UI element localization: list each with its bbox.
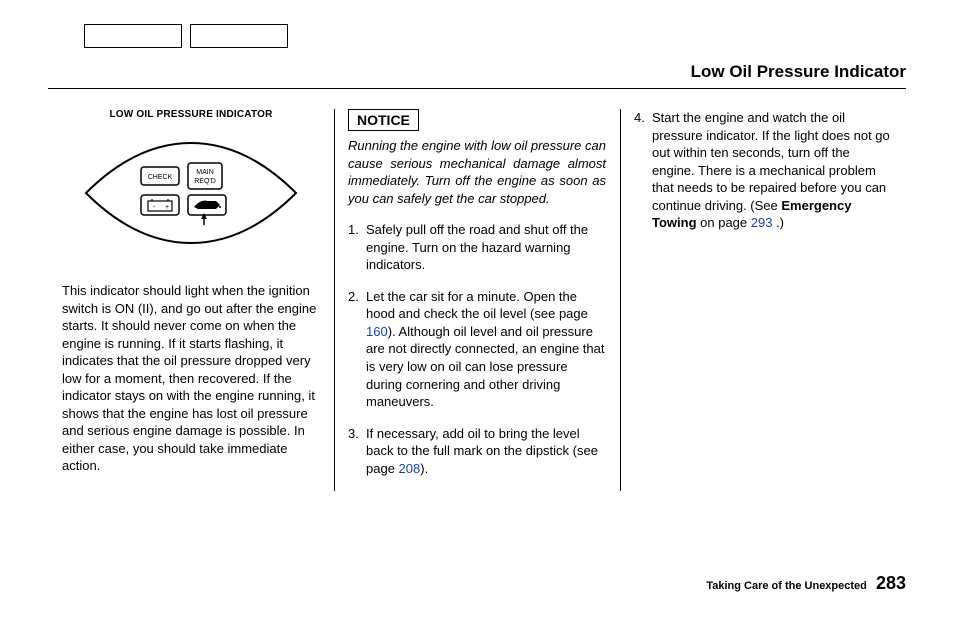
- dashboard-illustration: CHECK MAIN REQ'D - +: [62, 128, 320, 258]
- col1-body-text: This indicator should light when the ign…: [62, 282, 320, 475]
- column-1: LOW OIL PRESSURE INDICATOR CHECK MAIN RE…: [48, 109, 334, 491]
- step-1: Safely pull off the road and shut off th…: [348, 221, 606, 274]
- page-link-208[interactable]: 208: [399, 461, 421, 476]
- page-title: Low Oil Pressure Indicator: [48, 62, 906, 82]
- column-2: NOTICE Running the engine with low oil p…: [334, 109, 620, 491]
- check-label: CHECK: [148, 174, 173, 181]
- step-1-text: Safely pull off the road and shut off th…: [366, 222, 588, 272]
- footer-section: Taking Care of the Unexpected: [706, 580, 867, 592]
- column-3: Start the engine and watch the oil press…: [620, 109, 906, 491]
- svg-text:-: -: [153, 204, 156, 211]
- nav-box-1[interactable]: [84, 24, 182, 48]
- title-divider: [48, 88, 906, 89]
- nav-box-2[interactable]: [190, 24, 288, 48]
- top-nav-boxes: [84, 24, 906, 48]
- step-2: Let the car sit for a minute. Open the h…: [348, 288, 606, 411]
- step-2-text-a: Let the car sit for a minute. Open the h…: [366, 289, 588, 322]
- page-link-293[interactable]: 293: [751, 215, 773, 230]
- indicator-label: LOW OIL PRESSURE INDICATOR: [62, 109, 320, 120]
- content-columns: LOW OIL PRESSURE INDICATOR CHECK MAIN RE…: [48, 109, 906, 491]
- notice-label: NOTICE: [348, 109, 419, 131]
- step-4-text-b: on page: [697, 215, 751, 230]
- step-3: If necessary, add oil to bring the level…: [348, 425, 606, 478]
- steps-list-col3: Start the engine and watch the oil press…: [634, 109, 892, 232]
- step-2-text-b: ). Although oil level and oil pressure a…: [366, 324, 605, 409]
- svg-text:MAIN: MAIN: [196, 169, 214, 176]
- svg-text:REQ'D: REQ'D: [194, 178, 216, 185]
- svg-text:+: +: [165, 204, 169, 211]
- page-footer: Taking Care of the Unexpected 283: [706, 573, 906, 594]
- step-4-text-a: Start the engine and watch the oil press…: [652, 110, 890, 213]
- step-4: Start the engine and watch the oil press…: [634, 109, 892, 232]
- steps-list-col2: Safely pull off the road and shut off th…: [348, 221, 606, 477]
- step-3-text-b: ).: [420, 461, 428, 476]
- page-number: 283: [876, 573, 906, 593]
- notice-text: Running the engine with low oil pressure…: [348, 137, 606, 207]
- page-link-160[interactable]: 160: [366, 324, 388, 339]
- step-4-text-c: .): [772, 215, 784, 230]
